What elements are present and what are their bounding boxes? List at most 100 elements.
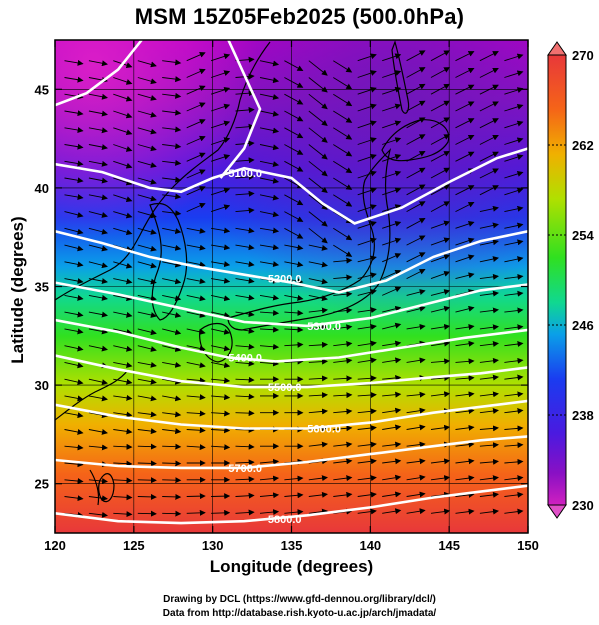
wind-arrow	[64, 478, 84, 485]
wind-arrow	[455, 358, 475, 365]
x-tick-label: 140	[359, 538, 381, 553]
wind-arrow	[162, 244, 182, 251]
wind-arrow	[382, 508, 402, 515]
wind-arrow	[162, 76, 182, 83]
wind-arrow	[88, 495, 108, 502]
contour-line	[55, 281, 528, 328]
wind-arrow	[504, 273, 524, 280]
wind-arrow	[406, 474, 426, 481]
wind-arrow	[382, 269, 402, 280]
wind-arrow	[333, 227, 353, 241]
wind-arrow	[504, 171, 524, 179]
wind-arrow	[406, 508, 426, 515]
wind-arrow	[137, 345, 157, 352]
wind-arrow	[382, 86, 402, 95]
wind-arrow	[382, 237, 402, 246]
wind-arrow	[357, 137, 377, 145]
wind-arrow	[504, 341, 524, 348]
wind-arrow	[406, 491, 426, 498]
wind-arrow	[162, 261, 182, 268]
wind-arrow	[357, 153, 377, 162]
wind-arrow	[137, 294, 157, 302]
wind-arrow	[430, 458, 451, 465]
wind-arrow	[333, 357, 353, 364]
wind-arrow	[430, 391, 451, 398]
wind-arrow	[430, 305, 451, 313]
wind-arrow	[211, 509, 231, 516]
wind-arrow	[406, 407, 426, 414]
wind-arrow	[113, 211, 133, 219]
wind-arrow	[211, 328, 231, 335]
wind-arrow	[504, 205, 524, 213]
wind-arrow	[479, 222, 499, 229]
wind-arrow	[210, 86, 231, 95]
wind-arrow	[430, 201, 451, 212]
wind-arrow	[357, 272, 377, 280]
wind-arrow	[113, 278, 133, 285]
wind-arrow	[430, 167, 451, 179]
contour-line	[55, 435, 528, 470]
wind-arrow	[186, 444, 206, 451]
wind-arrow	[504, 408, 524, 415]
wind-arrow	[406, 83, 426, 95]
wind-arrow	[333, 375, 353, 382]
wind-arrow	[479, 458, 499, 465]
wind-arrow	[430, 323, 451, 330]
wind-arrow	[308, 491, 328, 498]
wind-arrow	[333, 441, 353, 448]
wind-arrow	[504, 137, 524, 145]
wind-arrow	[430, 151, 451, 162]
wind-arrow	[64, 311, 84, 318]
wind-arrow	[210, 103, 231, 112]
wind-arrow	[113, 361, 133, 368]
axes: 120 125 130 135 140 145 150 25 30 35 40 45	[35, 40, 539, 553]
wind-arrow	[455, 134, 475, 145]
colorbar-tick-label: 262	[572, 138, 594, 153]
wind-arrow	[137, 77, 157, 85]
wind-arrow	[357, 508, 377, 515]
wind-arrow	[333, 475, 353, 482]
wind-arrow	[479, 134, 499, 145]
wind-arrow	[235, 244, 255, 251]
wind-arrow	[259, 509, 280, 516]
wind-arrow	[357, 221, 377, 229]
wind-arrow	[333, 127, 353, 140]
wind-arrow	[333, 160, 353, 174]
wind-arrow	[479, 357, 499, 364]
contour-line	[55, 399, 528, 430]
wind-arrow	[430, 50, 451, 62]
contour-label: 5800.0	[268, 514, 302, 526]
wind-arrow	[357, 491, 377, 498]
wind-arrow	[308, 127, 328, 143]
wind-arrow	[479, 168, 499, 179]
wind-arrow	[357, 204, 377, 213]
wind-arrow	[259, 475, 280, 482]
wind-arrow	[382, 187, 402, 196]
wind-arrow	[479, 84, 499, 95]
wind-arrow	[430, 67, 451, 78]
wind-arrow	[382, 53, 402, 62]
wind-arrow	[382, 103, 402, 112]
wind-arrow	[357, 475, 377, 482]
contour-line-trough	[219, 40, 262, 179]
wind-arrow	[382, 441, 402, 448]
wind-arrow	[235, 227, 255, 234]
wind-arrow	[308, 77, 328, 93]
wind-arrow	[455, 475, 475, 482]
wind-arrow	[284, 475, 304, 482]
wind-arrow	[211, 493, 231, 500]
wind-arrow	[504, 154, 524, 162]
wind-arrow	[259, 309, 280, 316]
wind-arrow	[137, 428, 157, 435]
wind-arrow	[455, 185, 475, 196]
wind-arrow	[235, 106, 255, 113]
wind-arrow	[284, 93, 304, 105]
wind-arrow	[284, 244, 304, 251]
wind-arrow	[333, 341, 353, 348]
wind-arrow	[259, 77, 280, 84]
wind-arrow	[284, 144, 304, 155]
wind-arrow	[211, 410, 231, 417]
wind-arrow	[259, 294, 280, 301]
wind-arrow	[64, 59, 84, 66]
wind-arrow	[333, 93, 353, 107]
